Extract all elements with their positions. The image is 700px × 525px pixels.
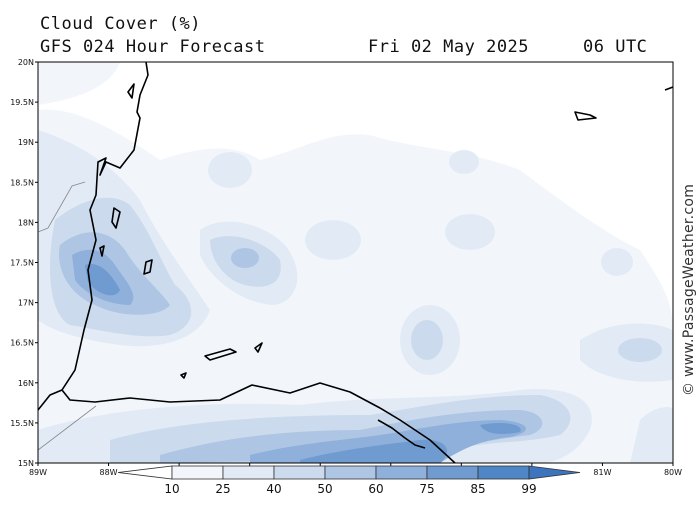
lon-label: 88W — [100, 468, 118, 477]
cloud-band-heavy — [85, 264, 521, 463]
colorbar-segment — [222, 465, 275, 480]
lat-label: 17.5N — [10, 259, 34, 268]
lat-label: 16.5N — [10, 339, 34, 348]
watermark-text: © www.PassageWeather.com — [681, 184, 697, 396]
colorbar: 10 25 40 50 60 75 85 99 — [117, 465, 581, 496]
chart-title: Cloud Cover (%) — [40, 14, 202, 34]
colorbar-tick-label: 25 — [215, 482, 230, 496]
colorbar-segment — [477, 465, 530, 480]
colorbar-tick-label: 60 — [368, 482, 383, 496]
lon-label: 81W — [593, 468, 611, 477]
colorbar-tick-label: 85 — [470, 482, 485, 496]
lon-label: 80W — [664, 468, 682, 477]
colorbar-tick-label: 50 — [317, 482, 332, 496]
country-borders — [38, 181, 97, 451]
lat-label: 16N — [18, 379, 34, 388]
lat-label: 18.5N — [10, 178, 34, 187]
colorbar-tick-label: 40 — [266, 482, 281, 496]
lat-label: 19N — [18, 138, 34, 147]
colorbar-segment — [117, 465, 173, 480]
lon-label: 89W — [29, 468, 47, 477]
lat-label: 20N — [18, 58, 34, 67]
cloud-haze — [38, 62, 673, 463]
colorbar-segment — [171, 465, 224, 480]
cloud-field — [38, 62, 673, 463]
colorbar-segment — [528, 465, 581, 480]
lat-label: 15.5N — [10, 419, 34, 428]
colorbar-segment — [426, 465, 479, 480]
colorbar-segment — [375, 465, 428, 480]
lat-label: 18N — [18, 218, 34, 227]
lat-label: 19.5N — [10, 98, 34, 107]
forecast-date: Fri 02 May 2025 — [368, 37, 530, 57]
colorbar-segment — [324, 465, 377, 480]
lat-label: 15N — [18, 459, 34, 468]
lat-label: 17N — [18, 299, 34, 308]
colorbar-tick-label: 75 — [419, 482, 434, 496]
forecast-time: 06 UTC — [583, 37, 648, 57]
latitude-axis: 20N 19.5N 19N 18.5N 18N 17.5N 17N 16.5N 16N 15.5N… — [10, 58, 38, 468]
colorbar-tick-label: 10 — [164, 482, 179, 496]
watermark: © www.PassageWeather.com — [681, 184, 697, 396]
colorbar-segment — [273, 465, 326, 480]
colorbar-tick-label: 99 — [521, 482, 536, 496]
model-label: GFS 024 Hour Forecast — [40, 37, 266, 57]
coastline — [38, 62, 673, 463]
